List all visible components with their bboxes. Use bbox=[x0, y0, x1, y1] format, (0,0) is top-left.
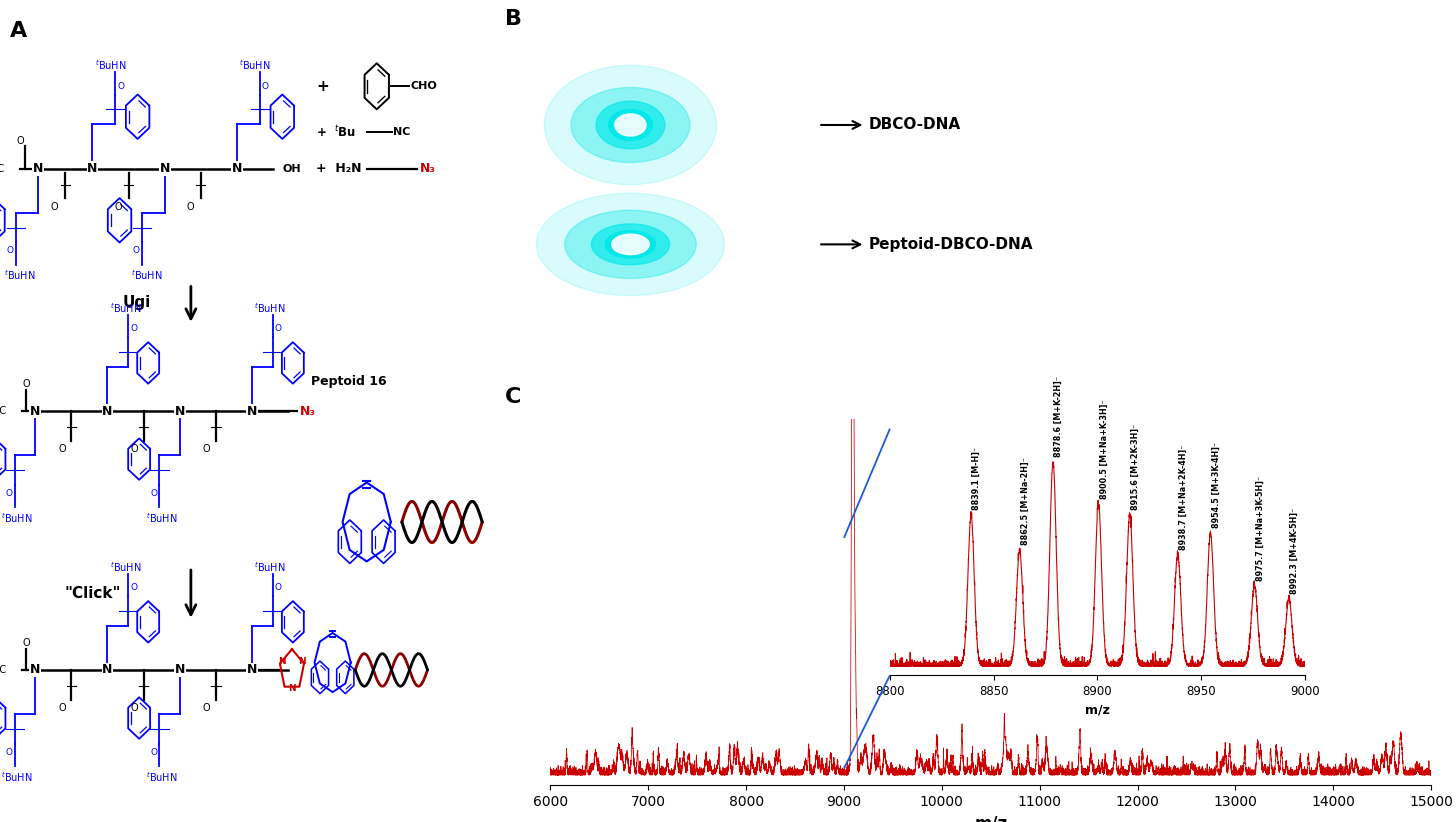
Text: N: N bbox=[102, 404, 112, 418]
Text: O: O bbox=[6, 247, 13, 255]
Text: CHO: CHO bbox=[411, 81, 438, 91]
Text: $^t$BuHN: $^t$BuHN bbox=[1, 769, 33, 783]
Text: N: N bbox=[33, 162, 44, 175]
Text: NC: NC bbox=[393, 127, 411, 136]
Text: Peptoid 16: Peptoid 16 bbox=[312, 375, 386, 388]
Text: $^t$BuHN: $^t$BuHN bbox=[1, 510, 33, 524]
Text: $^t$BuHN: $^t$BuHN bbox=[4, 268, 36, 282]
Text: 8839.1 [M-H]⁻: 8839.1 [M-H]⁻ bbox=[973, 447, 981, 510]
Text: 8975.7 [M+Na+3K-5H]⁻: 8975.7 [M+Na+3K-5H]⁻ bbox=[1255, 475, 1264, 580]
Text: $^t$BuHN: $^t$BuHN bbox=[255, 301, 285, 315]
Ellipse shape bbox=[609, 109, 652, 141]
Ellipse shape bbox=[536, 193, 725, 296]
Text: N: N bbox=[31, 663, 41, 677]
Text: O: O bbox=[150, 748, 157, 756]
Text: $^t$BuHN: $^t$BuHN bbox=[255, 560, 285, 574]
Text: 8938.7 [M+Na+2K-4H]⁻: 8938.7 [M+Na+2K-4H]⁻ bbox=[1179, 444, 1188, 550]
Text: O: O bbox=[186, 201, 194, 212]
Text: N: N bbox=[102, 663, 112, 677]
Text: N: N bbox=[232, 162, 242, 175]
Text: O: O bbox=[58, 704, 66, 713]
Ellipse shape bbox=[591, 224, 670, 265]
Text: O: O bbox=[22, 638, 31, 648]
Text: O: O bbox=[51, 201, 58, 212]
Ellipse shape bbox=[606, 231, 655, 258]
Text: O: O bbox=[22, 379, 31, 389]
X-axis label: m/z: m/z bbox=[974, 815, 1008, 822]
Text: O: O bbox=[262, 82, 269, 90]
Text: 8900.5 [M+Na+K-3H]⁻: 8900.5 [M+Na+K-3H]⁻ bbox=[1099, 399, 1108, 499]
Text: O: O bbox=[16, 136, 23, 146]
Text: N: N bbox=[278, 657, 285, 666]
Text: N: N bbox=[248, 663, 258, 677]
Text: $^t$BuHN: $^t$BuHN bbox=[95, 58, 127, 72]
Text: +  $^t$Bu: + $^t$Bu bbox=[316, 124, 357, 139]
Text: 8915.6 [M+2K-3H]⁻: 8915.6 [M+2K-3H]⁻ bbox=[1131, 424, 1140, 510]
Text: N: N bbox=[298, 657, 306, 666]
Text: O: O bbox=[202, 704, 211, 713]
Text: O: O bbox=[275, 584, 282, 592]
Text: Ugi: Ugi bbox=[122, 295, 150, 310]
Text: O: O bbox=[114, 201, 122, 212]
Text: B: B bbox=[505, 9, 523, 29]
Text: "Click": "Click" bbox=[64, 586, 121, 601]
Text: $^t$BuHN: $^t$BuHN bbox=[239, 58, 271, 72]
Text: N₃: N₃ bbox=[419, 162, 435, 175]
Text: N: N bbox=[87, 162, 98, 175]
Text: O: O bbox=[6, 488, 13, 497]
Text: N: N bbox=[248, 404, 258, 418]
Text: H₃C: H₃C bbox=[0, 665, 6, 675]
Ellipse shape bbox=[614, 114, 646, 136]
Ellipse shape bbox=[571, 87, 690, 163]
Ellipse shape bbox=[612, 234, 649, 255]
Text: O: O bbox=[131, 444, 138, 455]
Text: O: O bbox=[132, 247, 140, 255]
X-axis label: m/z: m/z bbox=[1085, 704, 1109, 717]
Text: N: N bbox=[31, 404, 41, 418]
Text: Peptoid-DBCO-DNA: Peptoid-DBCO-DNA bbox=[821, 237, 1032, 252]
Text: O: O bbox=[6, 748, 13, 756]
Text: C: C bbox=[505, 387, 521, 407]
Text: N: N bbox=[175, 404, 185, 418]
Text: DBCO-DNA: DBCO-DNA bbox=[821, 118, 961, 132]
Text: $^t$BuHN: $^t$BuHN bbox=[109, 560, 141, 574]
Text: $^t$BuHN: $^t$BuHN bbox=[146, 510, 178, 524]
Text: +: + bbox=[316, 79, 329, 94]
Text: OH: OH bbox=[282, 164, 301, 173]
Ellipse shape bbox=[545, 65, 716, 185]
Text: 8862.5 [M+Na-2H]⁻: 8862.5 [M+Na-2H]⁻ bbox=[1021, 457, 1029, 545]
Ellipse shape bbox=[596, 101, 665, 149]
Text: N: N bbox=[160, 162, 170, 175]
Text: O: O bbox=[130, 325, 137, 334]
Text: 8992.3 [M+4K-5H]⁻: 8992.3 [M+4K-5H]⁻ bbox=[1290, 507, 1299, 593]
Text: H₃C: H₃C bbox=[0, 164, 4, 173]
Ellipse shape bbox=[565, 210, 696, 279]
Text: H₃C: H₃C bbox=[0, 406, 6, 416]
Text: A: A bbox=[10, 21, 28, 40]
Text: N₃: N₃ bbox=[300, 404, 316, 418]
Text: O: O bbox=[275, 325, 282, 334]
Text: N: N bbox=[288, 684, 296, 693]
Text: 8878.6 [M+K-2H]⁻: 8878.6 [M+K-2H]⁻ bbox=[1054, 376, 1063, 457]
Text: N: N bbox=[175, 663, 185, 677]
Text: O: O bbox=[58, 444, 66, 455]
Text: $^t$BuHN: $^t$BuHN bbox=[146, 769, 178, 783]
Text: +  H₂N: + H₂N bbox=[316, 162, 363, 175]
Text: O: O bbox=[118, 82, 124, 90]
Text: $^t$BuHN: $^t$BuHN bbox=[109, 301, 141, 315]
Text: O: O bbox=[130, 584, 137, 592]
Text: $^t$BuHN: $^t$BuHN bbox=[131, 268, 163, 282]
Text: 8954.5 [M+3K-4H]⁻: 8954.5 [M+3K-4H]⁻ bbox=[1211, 441, 1220, 528]
Text: O: O bbox=[202, 444, 211, 455]
Text: O: O bbox=[150, 488, 157, 497]
Text: O: O bbox=[131, 704, 138, 713]
